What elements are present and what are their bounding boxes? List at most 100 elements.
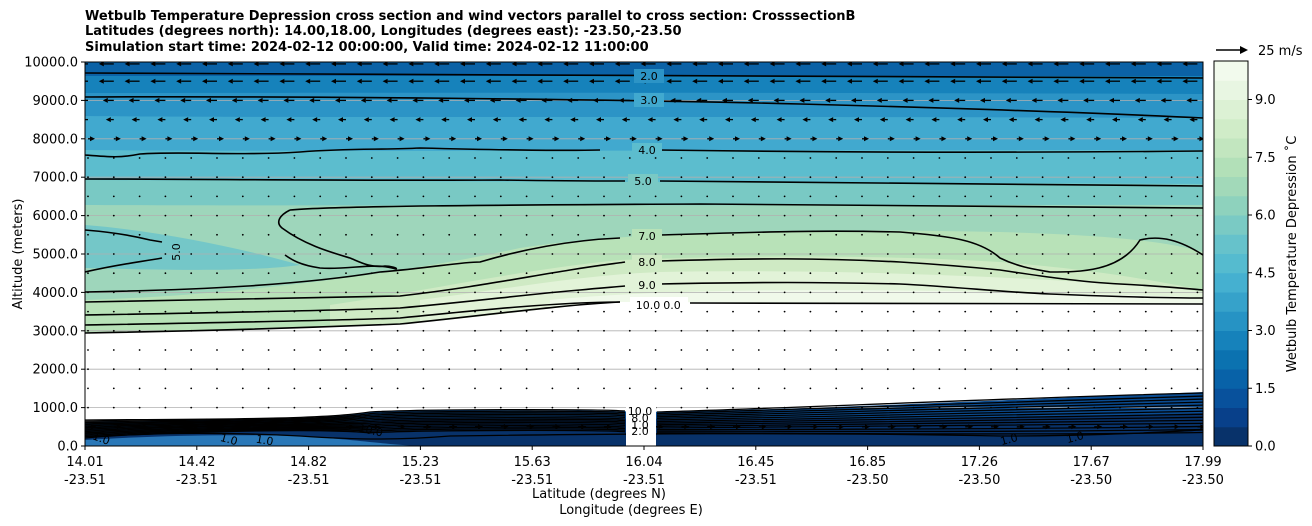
wind-vector xyxy=(499,195,502,198)
wind-vector xyxy=(474,406,476,409)
wind-vector xyxy=(861,233,863,236)
wind-vector xyxy=(396,157,399,159)
wind-vector-head xyxy=(1156,78,1162,84)
wind-vector xyxy=(448,329,451,332)
wind-vector xyxy=(474,214,476,217)
wind-vector-head xyxy=(735,136,740,142)
wind-vector xyxy=(448,157,451,159)
colorbar-segment xyxy=(1214,195,1248,216)
wind-vector xyxy=(912,195,915,198)
wind-vector xyxy=(577,406,580,409)
wind-vector-head xyxy=(692,78,698,84)
wind-vector xyxy=(680,272,683,275)
wind-vector-head xyxy=(180,97,186,103)
contour-label-text: 9.0 xyxy=(638,279,656,292)
wind-vector xyxy=(474,329,476,332)
wind-vector xyxy=(628,368,631,371)
x-tick-label-lat: 14.42 xyxy=(178,455,215,470)
wind-vector xyxy=(964,310,967,313)
wind-vector-head xyxy=(460,78,465,84)
wind-vector-head xyxy=(202,78,207,84)
wind-vector xyxy=(216,310,218,313)
wind-vector xyxy=(422,253,425,255)
wind-vector xyxy=(293,329,296,332)
wind-vector xyxy=(757,349,760,351)
wind-vector-head xyxy=(890,424,896,430)
wind-vector xyxy=(680,310,683,313)
wind-vector xyxy=(370,406,373,409)
wind-vector xyxy=(319,157,322,159)
wind-vector-head xyxy=(692,62,698,67)
wind-vector-head xyxy=(994,424,999,430)
x-tick-label-lat: 14.82 xyxy=(290,455,327,470)
wind-vector xyxy=(525,368,528,371)
wind-vector-head xyxy=(220,424,225,430)
wind-vector xyxy=(603,253,605,255)
wind-vector xyxy=(912,349,915,351)
wind-vector-head xyxy=(1109,97,1114,103)
wind-vector-head xyxy=(485,78,491,84)
wind-vector-head xyxy=(905,117,911,123)
wind-vector xyxy=(474,233,476,236)
wind-vector xyxy=(216,233,218,236)
wind-vector xyxy=(654,214,657,217)
wind-vector xyxy=(319,195,322,198)
wind-vector-head xyxy=(718,62,723,67)
wind-vector xyxy=(628,253,631,255)
wind-vector xyxy=(551,272,554,275)
wind-vector xyxy=(628,349,631,351)
wind-vector xyxy=(886,387,889,390)
wind-vector-head xyxy=(441,117,447,123)
wind-vector-head xyxy=(452,424,458,430)
wind-vector xyxy=(216,272,218,275)
wind-vector-head xyxy=(102,97,108,103)
wind-vector xyxy=(1119,214,1121,217)
colorbar-tick-label: 0.0 xyxy=(1255,440,1276,455)
wind-vector xyxy=(267,368,270,371)
wind-vector xyxy=(1093,368,1096,371)
wind-vector-head xyxy=(976,62,981,67)
wind-vector xyxy=(886,349,889,351)
wind-vector xyxy=(499,157,502,159)
wind-vector xyxy=(164,349,167,351)
wind-vector-head xyxy=(889,136,895,142)
colorbar-segment xyxy=(1214,272,1248,293)
wind-vector-head xyxy=(296,136,302,142)
wind-vector xyxy=(1144,233,1147,236)
wind-vector xyxy=(241,349,244,351)
wind-vector xyxy=(577,291,580,294)
wind-vector-head xyxy=(270,136,276,142)
wind-vector xyxy=(1196,406,1199,409)
colorbar-frame xyxy=(1213,60,1249,447)
x-tick-label-lon: -23.51 xyxy=(64,473,106,488)
wind-vector xyxy=(525,272,528,275)
x-tick-label-lon: -23.51 xyxy=(176,473,218,488)
wind-vector xyxy=(474,368,476,371)
wind-vector xyxy=(1144,368,1147,371)
wind-vector xyxy=(345,387,347,390)
wind-vector xyxy=(990,387,992,390)
wind-vector xyxy=(680,233,683,236)
wind-vector-head xyxy=(271,424,277,430)
colorbar-tick-label: 3.0 xyxy=(1255,324,1276,339)
wind-vector-head xyxy=(872,78,878,84)
wind-vector xyxy=(680,368,683,371)
wind-vector xyxy=(680,406,683,409)
wind-vector-head xyxy=(312,117,318,123)
colorbar-segment xyxy=(1214,369,1248,389)
wind-vector xyxy=(267,329,270,332)
wind-vector xyxy=(938,387,941,390)
wind-vector xyxy=(990,272,992,275)
wind-vector xyxy=(964,368,967,371)
wind-vector-head xyxy=(467,117,472,123)
wind-vector-head xyxy=(666,62,672,67)
contour-label-text: 10.0 xyxy=(636,299,661,312)
wind-vector xyxy=(1093,214,1096,217)
wind-vector xyxy=(1170,253,1173,255)
wind-vector-head xyxy=(799,97,805,103)
wind-vector xyxy=(1041,253,1044,255)
wind-vector xyxy=(783,310,786,313)
wind-vector xyxy=(964,329,967,332)
wind-vector xyxy=(577,310,580,313)
wind-vector xyxy=(551,157,554,159)
